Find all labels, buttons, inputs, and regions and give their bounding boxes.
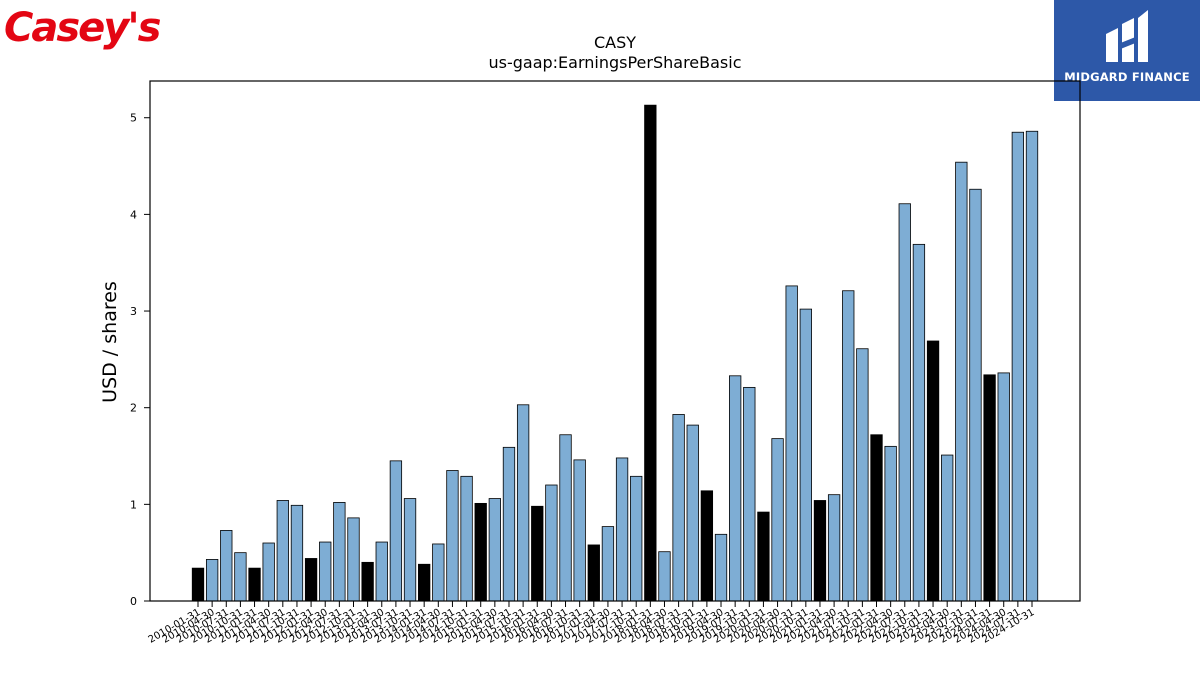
bar-2010-04-30 [205,559,219,602]
bar-2013-07-31 [389,460,403,602]
bar-2021-01-31 [813,500,827,602]
chart-title: CASY [594,33,636,52]
bar-2023-01-31 [926,340,940,602]
bar-2021-07-31 [842,290,855,602]
bar-2018-10-31 [686,424,699,602]
bar-2017-01-31 [587,544,600,602]
bar-2018-01-31 [644,104,657,602]
bar-2017-04-30 [601,526,615,602]
caseys-logo: Casey's [4,2,161,58]
bar-2017-07-31 [615,457,629,602]
midgard-finance-logo: MIDGARD FINANCE [1054,0,1200,101]
y-tick-label: 3 [130,305,137,318]
y-tick-label: 1 [130,498,137,511]
y-tick-label: 0 [130,595,137,608]
bar-2012-07-31 [333,502,346,602]
bar-2012-01-31 [304,558,318,602]
bar-2020-10-31 [799,308,812,602]
bar-2015-10-31 [516,404,530,602]
midgard-mark-icon [1106,10,1148,62]
bar-2015-07-31 [502,446,516,602]
midgard-finance-logo-text: MIDGARD FINANCE [1064,70,1190,84]
caseys-logo-text: Casey's [4,5,161,51]
bar-2014-07-31 [446,470,459,602]
bar-2023-04-30 [941,454,954,602]
bar-2017-10-31 [630,475,643,602]
bar-2022-01-31 [870,434,883,602]
y-tick-label: 4 [130,208,137,221]
bar-2016-01-31 [531,505,544,602]
bar-2021-04-30 [827,494,841,602]
bar-2010-10-31 [234,552,247,602]
y-axis: 0 1 2 3 4 5 [130,112,150,608]
bar-2020-07-31 [785,285,798,602]
bar-2010-01-31 [191,567,205,602]
bar-2010-07-31 [220,530,233,602]
bar-2013-10-31 [403,498,417,602]
bar-2014-01-31 [418,563,431,602]
bar-2019-07-31 [729,375,742,602]
bar-2023-10-31 [969,188,982,602]
chart-subtitle: us-gaap:EarningsPerShareBasic [488,53,741,72]
bar-2022-04-30 [884,445,897,602]
bar-2019-01-31 [700,490,714,602]
bar-2022-07-31 [898,203,911,602]
bar-2020-04-30 [771,438,784,602]
bar-2014-04-30 [432,543,445,602]
bar-2011-04-30 [262,542,275,602]
bar-2024-01-31 [983,374,996,602]
bar-2013-04-30 [375,541,388,602]
bar-2016-10-31 [573,459,586,602]
bar-2012-10-31 [347,517,360,602]
bar-2024-10-31 [1025,130,1039,602]
bar-2014-10-31 [460,475,473,602]
y-tick-label: 5 [130,112,137,125]
bar-2016-04-30 [545,484,558,602]
bar-2023-07-31 [955,161,968,602]
x-axis: 2010-01-312010-04-302010-07-312010-10-31… [147,601,1037,646]
y-tick-label: 2 [130,402,137,415]
bar-2016-07-31 [559,434,572,602]
bar-2015-01-31 [474,502,487,602]
bar-group [191,104,1039,602]
bar-2012-04-30 [319,541,332,602]
y-axis-label: USD / shares [99,281,121,403]
bar-2019-04-30 [714,533,728,602]
bar-2018-07-31 [672,414,685,602]
plot-frame [149,80,1081,602]
bar-2022-10-31 [912,243,926,602]
bar-2024-07-31 [1011,131,1025,602]
bar-2013-01-31 [361,561,374,602]
bar-2024-04-30 [997,372,1010,602]
bar-2011-07-31 [276,500,289,602]
bar-2011-10-31 [290,504,304,602]
bar-2018-04-30 [658,551,671,602]
bar-2015-04-30 [488,498,502,602]
bar-2019-10-31 [743,386,756,602]
bar-2011-01-31 [248,567,261,602]
bar-2021-10-31 [856,348,869,602]
bar-2020-01-31 [757,511,770,602]
